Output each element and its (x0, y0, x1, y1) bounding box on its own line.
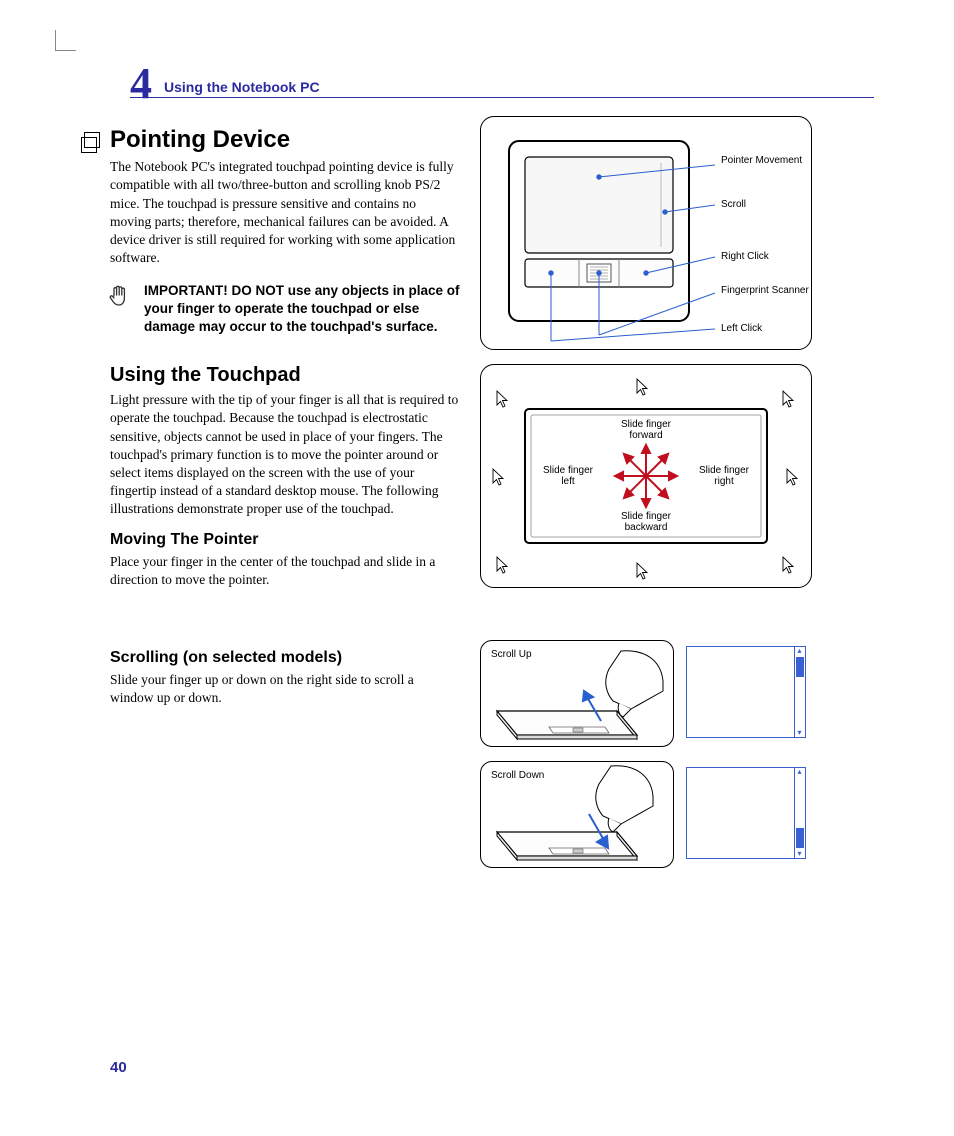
page-container: 4 Using the Notebook PC Pointing Device … (0, 0, 954, 1136)
label-slide-forward: Slide finger forward (615, 419, 677, 441)
scroll-down-window: ▴ ▾ (686, 767, 806, 859)
diagram-pointer-movement: Slide finger forward Slide finger left S… (480, 364, 812, 588)
scroll-up-window: ▴ ▾ (686, 646, 806, 738)
left-column: Pointing Device The Notebook PC's integr… (110, 116, 460, 868)
callout-fingerprint: Fingerprint Scanner (721, 285, 809, 296)
important-callout: IMPORTANT! DO NOT use any objects in pla… (110, 282, 460, 337)
scroll-up-label: Scroll Up (491, 649, 532, 660)
heading-box-icon (84, 132, 100, 148)
chapter-header: 4 Using the Notebook PC (130, 60, 874, 98)
chapter-title: Using the Notebook PC (164, 79, 320, 95)
crop-mark (55, 30, 76, 51)
subheading-scrolling: Scrolling (on selected models) (110, 649, 460, 667)
two-column-layout: Pointing Device The Notebook PC's integr… (110, 116, 874, 868)
diagram-touchpad-anatomy: Pointer Movement Scroll Right Click Fing… (480, 116, 812, 350)
callout-scroll: Scroll (721, 199, 746, 210)
scrollbar-down-arrow-icon: ▾ (796, 851, 803, 857)
important-text: IMPORTANT! DO NOT use any objects in pla… (144, 283, 460, 334)
scroll-up-row: Scroll Up (480, 640, 874, 747)
scroll-down-label: Scroll Down (491, 770, 544, 781)
callout-right-click: Right Click (721, 251, 769, 262)
pointing-device-intro: The Notebook PC's integrated touchpad po… (110, 158, 460, 267)
diagram-scroll-down: Scroll Down (480, 761, 674, 868)
using-touchpad-body: Light pressure with the tip of your fing… (110, 391, 460, 519)
chapter-number: 4 (130, 66, 152, 101)
subheading-moving-pointer: Moving The Pointer (110, 531, 460, 549)
callout-pointer-movement: Pointer Movement (721, 155, 802, 166)
scrolling-body: Slide your finger up or down on the righ… (110, 671, 460, 707)
section-heading-pointing-device: Pointing Device (110, 126, 460, 154)
right-column: Pointer Movement Scroll Right Click Fing… (480, 116, 874, 868)
moving-pointer-body: Place your finger in the center of the t… (110, 553, 460, 589)
scrollbar-thumb (796, 828, 804, 848)
scrollbar-up-arrow-icon: ▴ (796, 769, 803, 775)
scroll-down-row: Scroll Down (480, 761, 874, 868)
callout-left-click: Left Click (721, 323, 762, 334)
scrollbar-down-arrow-icon: ▾ (796, 730, 803, 736)
label-slide-backward: Slide finger backward (615, 511, 677, 533)
scroll-diagrams-group: Scroll Up (480, 640, 874, 868)
label-slide-left: Slide finger left (537, 465, 599, 487)
subheading-using-touchpad: Using the Touchpad (110, 364, 460, 387)
scrollbar-up-arrow-icon: ▴ (796, 648, 803, 654)
diagram-scroll-up: Scroll Up (480, 640, 674, 747)
hand-stop-icon (108, 284, 130, 310)
page-number: 40 (110, 1059, 127, 1076)
label-slide-right: Slide finger right (693, 465, 755, 487)
scrollbar-thumb (796, 657, 804, 677)
heading-text: Pointing Device (110, 126, 290, 153)
